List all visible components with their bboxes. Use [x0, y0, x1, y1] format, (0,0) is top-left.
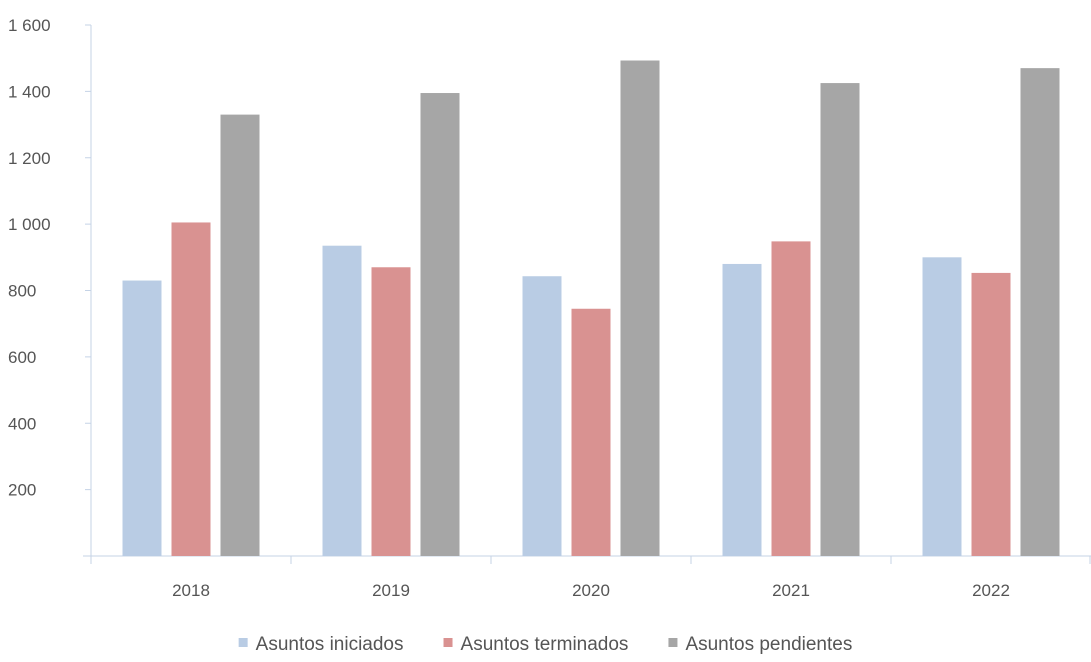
legend-item: Asuntos pendientes: [668, 634, 852, 655]
bar: [522, 276, 562, 556]
x-tick-label: 2020: [572, 581, 610, 600]
legend-label: Asuntos pendientes: [685, 634, 852, 655]
bar: [571, 308, 611, 556]
legend-label: Asuntos terminados: [461, 634, 629, 655]
axes: 200 400 600 800 1 000 1 200 1 400 1 600 2018 2019…: [8, 16, 1091, 600]
x-tick-label: 2021: [772, 581, 810, 600]
bar: [1020, 68, 1060, 557]
bar: [371, 267, 411, 556]
x-tick-label: 2018: [172, 581, 210, 600]
bar: [820, 83, 860, 556]
y-tick-label: 400: [8, 414, 36, 433]
x-tick-label: 2019: [372, 581, 410, 600]
legend: Asuntos iniciados Asuntos terminados Asunt…: [238, 634, 852, 655]
bar: [971, 272, 1011, 556]
legend-label: Asuntos iniciados: [256, 634, 404, 655]
y-tick-label: 200: [8, 481, 36, 500]
y-tick-label: 600: [8, 348, 36, 367]
legend-swatch: [443, 638, 453, 647]
y-tick-label: 800: [8, 282, 36, 301]
bar: [420, 93, 460, 557]
y-tick-label: 1 600: [8, 16, 51, 35]
x-tick-label: 2022: [972, 581, 1010, 600]
y-tick-label: 1 400: [8, 82, 51, 101]
bar: [220, 114, 260, 556]
y-tick-label: 1 000: [8, 215, 51, 234]
bar: [171, 222, 211, 556]
bars: [122, 60, 1060, 557]
legend-item: Asuntos iniciados: [238, 634, 404, 655]
bar: [122, 280, 162, 556]
bar: [922, 257, 962, 556]
bar: [771, 241, 811, 556]
bar: [620, 60, 660, 557]
legend-item: Asuntos terminados: [443, 634, 629, 655]
bar: [722, 263, 762, 556]
legend-swatch: [668, 638, 678, 647]
legend-swatch: [238, 638, 248, 647]
bar: [322, 245, 362, 556]
y-tick-label: 1 200: [8, 149, 51, 168]
